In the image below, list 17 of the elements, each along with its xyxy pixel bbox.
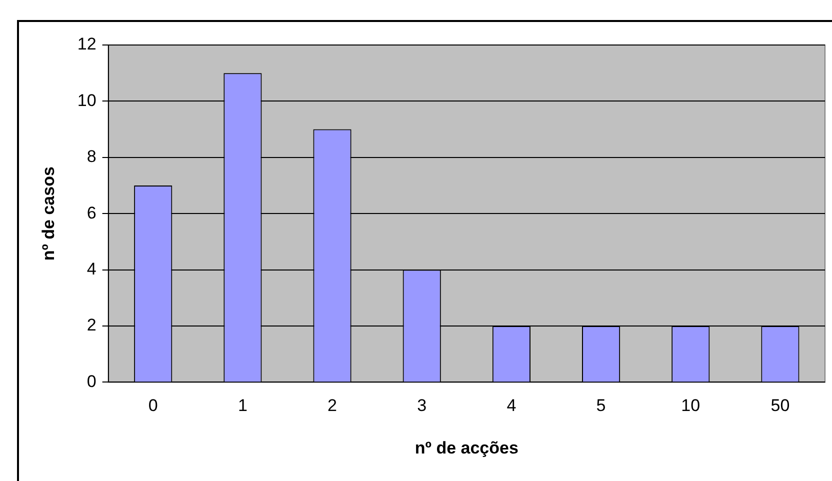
x-tick-label: 4 bbox=[506, 396, 516, 416]
x-tick-label: 3 bbox=[417, 396, 427, 416]
y-tick-label: 10 bbox=[77, 90, 96, 110]
x-tick-label: 1 bbox=[238, 396, 248, 416]
y-tick-label: 6 bbox=[86, 203, 96, 222]
x-tick-label: 0 bbox=[148, 396, 158, 416]
y-tick-label: 2 bbox=[86, 316, 96, 335]
x-tick-label: 2 bbox=[328, 396, 338, 416]
x-tick-label: 50 bbox=[770, 396, 790, 416]
y-tick-label: 4 bbox=[86, 259, 96, 278]
y-tick-label: 8 bbox=[86, 147, 96, 166]
x-tick-label: 10 bbox=[681, 396, 700, 416]
y-axis-title: nº de casos bbox=[38, 166, 58, 261]
y-tick-label: 0 bbox=[86, 372, 96, 391]
y-tick-label: 12 bbox=[77, 34, 96, 54]
x-axis-title: nº de acções bbox=[414, 438, 518, 458]
x-tick-label: 5 bbox=[596, 396, 606, 416]
